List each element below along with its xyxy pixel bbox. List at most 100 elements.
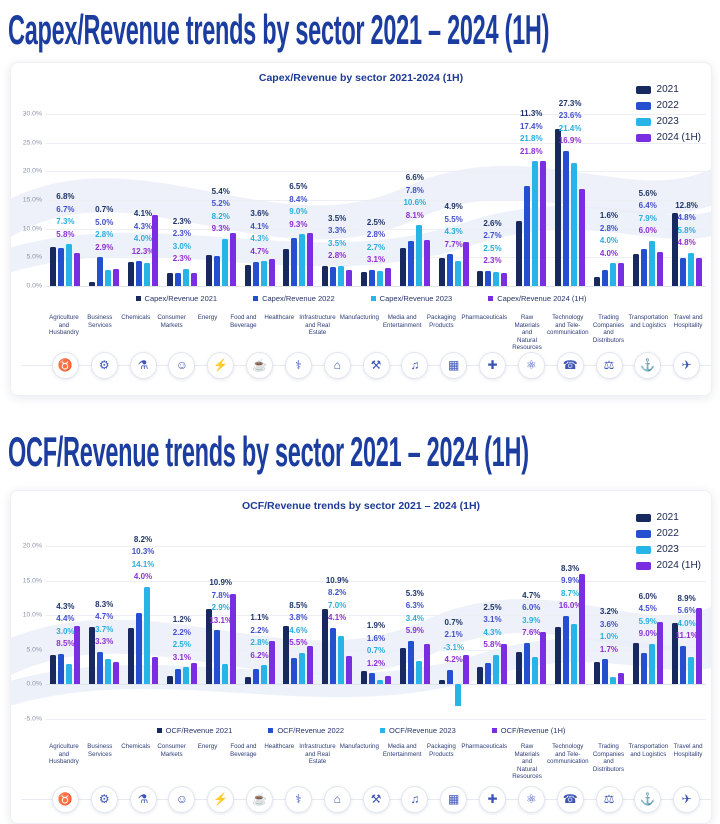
value-label-stack: 6.8% 6.7% 7.3% 5.8%: [45, 191, 85, 241]
value-label: 21.8%: [519, 146, 543, 156]
bar: [477, 271, 484, 286]
bottom-legend-item: Capex/Revenue 2024 (1H): [488, 294, 586, 303]
legend-swatch: [635, 133, 651, 142]
lightning-icon: ⚡: [207, 351, 235, 379]
y-axis-tick-label: 25.0%: [22, 139, 42, 147]
value-label: 5.8%: [56, 229, 75, 239]
value-label: 5.3%: [405, 588, 424, 598]
bar: [423, 239, 430, 286]
value-label-stack: 1.6% 2.8% 4.0% 4.0%: [589, 210, 629, 260]
sector-label: Food and Beverage: [230, 743, 257, 758]
bottom-legend-swatch: [491, 728, 497, 733]
sector-label: Energy: [197, 743, 218, 750]
value-label-stack: 2.5% 3.1% 4.3% 5.8%: [472, 602, 512, 652]
bar: [485, 270, 492, 286]
flask-icon: ⚗: [129, 785, 157, 813]
value-label-stack: 2.3% 2.3% 3.0% 2.3%: [162, 216, 202, 266]
legend-swatch: [635, 117, 651, 126]
bar: [632, 642, 639, 685]
bar: [454, 684, 461, 706]
y-axis-tick-label: 0.0%: [26, 680, 43, 688]
value-label: 2.8%: [599, 223, 619, 233]
sector-label: Transportation and Logistics: [628, 743, 669, 758]
value-label: 2.9%: [95, 242, 114, 252]
chart-title: Capex/Revenue by sector 2021-2024 (1H): [258, 72, 464, 84]
phone-icon: ☎: [556, 351, 584, 379]
truck-icon: ⚓: [634, 351, 662, 379]
medical-cross-icon: ✚: [479, 351, 507, 379]
bar: [617, 263, 624, 286]
bar: [152, 215, 159, 286]
y-axis-tick-label: 30.0%: [22, 110, 42, 118]
bar: [493, 271, 500, 286]
value-label: 4.1%: [250, 221, 269, 231]
y-axis-tick-label: -5.0%: [24, 715, 42, 723]
value-label: 1.6%: [599, 211, 619, 221]
bar: [555, 626, 562, 685]
bar: [174, 272, 181, 286]
y-axis-tick-label: 15.0%: [22, 196, 42, 204]
grid-line: [46, 615, 706, 617]
value-label: 3.6%: [250, 209, 269, 219]
value-label: 10.3%: [131, 547, 155, 557]
value-label-stack: 4.9% 5.5% 4.3% 7.7%: [434, 201, 474, 251]
value-label: 2.3%: [483, 256, 502, 266]
bar: [593, 662, 600, 685]
value-label-stack: 10.9% 7.8% 2.9% 13.1%: [201, 577, 241, 627]
bar: [671, 622, 678, 685]
sector-label: Raw Materials and Natural Resources: [512, 743, 542, 780]
legend-item: 2022: [635, 100, 701, 111]
value-label: 3.5%: [328, 238, 347, 248]
bar: [50, 247, 57, 286]
value-label: 4.3%: [444, 227, 463, 237]
value-label: 4.7%: [250, 246, 269, 256]
value-label-stack: 10.9% 8.2% 7.0% 4.1%: [317, 575, 357, 625]
sector-icon-cell: ⚡: [201, 785, 240, 813]
bar: [252, 262, 259, 286]
page-title-ocf: OCF/Revenue trends by sector 2021 – 2024…: [8, 428, 529, 475]
bar: [540, 161, 547, 286]
bar: [166, 272, 173, 286]
bar: [571, 624, 578, 685]
legend-swatch: [635, 513, 651, 522]
value-label-stack: 1.2% 2.2% 2.5% 3.1%: [162, 614, 202, 664]
bar: [571, 163, 578, 286]
legend-item: 2024 (1H): [635, 560, 701, 571]
value-label: 4.3%: [250, 234, 269, 244]
legend-swatch: [635, 101, 651, 110]
value-label: 5.9%: [638, 616, 657, 626]
value-label: 1.6%: [366, 633, 386, 643]
value-label: 16.0%: [558, 601, 582, 611]
bar: [322, 265, 329, 286]
medical-cross-icon: ✚: [479, 785, 507, 813]
sector-icons: ♉ ⚙ ⚗ ☺ ⚡ ☕ ⚕ ⌂ ⚒ ♫ ▦ ✚ ⚛ ☎ ⚖ ⚓ ✈: [21, 785, 711, 813]
value-label: 5.8%: [483, 640, 502, 650]
value-label: 4.8%: [677, 238, 696, 248]
value-label: 3.9%: [522, 615, 541, 625]
plot-area: -5.0% 0.0% 5.0% 10.0% 15.0% 20.0% 4.3% 4.4% 3.0%…: [23, 535, 706, 723]
value-label: 9.3%: [289, 219, 308, 229]
legend-label: 2022: [656, 528, 679, 539]
bar: [307, 646, 314, 685]
bar: [555, 129, 562, 286]
sector-icon-cell: ⚙: [85, 351, 124, 379]
sector-icon-cell: ♉: [46, 785, 85, 813]
value-label: -3.1%: [443, 642, 465, 652]
value-label: 4.8%: [677, 213, 696, 223]
sector-icon-cell: ☺: [162, 351, 201, 379]
legend-label: 2021: [656, 512, 679, 523]
bar: [166, 676, 173, 685]
sector-label: Manufacturing: [339, 743, 379, 750]
grid-line: [46, 228, 706, 230]
grid-line: [46, 546, 706, 547]
value-label: 8.3%: [95, 599, 114, 609]
bottom-legend-swatch: [253, 296, 259, 301]
value-label: 5.0%: [95, 217, 114, 227]
bar: [501, 644, 508, 685]
grid-line: [46, 649, 706, 651]
bottom-legend-label: Capex/Revenue 2023: [379, 294, 453, 303]
value-label-stack: 0.7% 5.0% 2.8% 2.9%: [84, 204, 124, 254]
value-label: 9.3%: [211, 224, 230, 234]
value-label: 8.2%: [133, 534, 153, 544]
bar: [205, 255, 212, 286]
